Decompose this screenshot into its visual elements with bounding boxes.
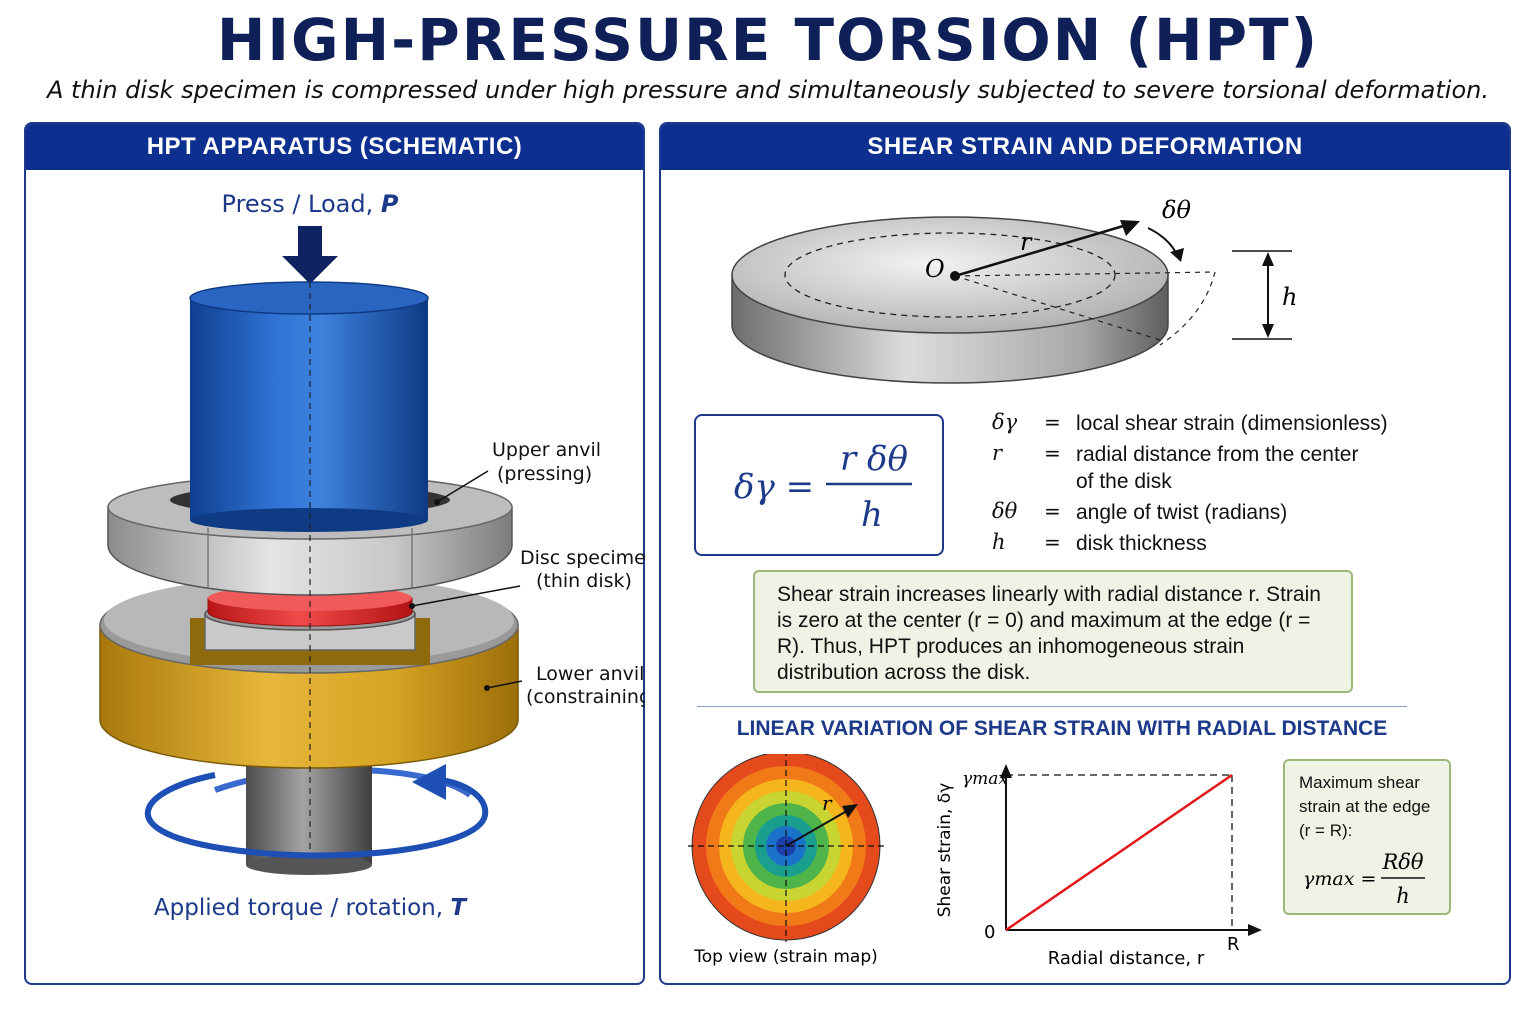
legend-definition: radial distance from the center of the d…: [1076, 443, 1359, 493]
section-divider: [697, 706, 1407, 707]
legend-symbol: δγ: [992, 410, 1018, 434]
legend-symbol: r: [992, 441, 1003, 465]
strain-note: Shear strain increases linearly with rad…: [753, 570, 1353, 693]
disc-specimen-label: Disc specimen (thin disk): [520, 547, 645, 592]
legend-equals: =: [1044, 441, 1061, 465]
origin-tick-label: 0: [984, 922, 995, 943]
max-formula-denominator: h: [1396, 884, 1410, 908]
rotation-arrow-icon: [145, 772, 489, 859]
legend-definition: disk thickness: [1076, 532, 1207, 555]
upper-anvil-label: Upper anvil (pressing): [492, 439, 607, 485]
thickness-label: h: [1282, 283, 1297, 311]
legend-equals: =: [1044, 410, 1061, 434]
formula-lhs: δγ =: [734, 467, 814, 507]
max-box-line: (r = R):: [1299, 821, 1353, 840]
formula-numerator: r δθ: [840, 439, 908, 479]
legend-equals: =: [1044, 530, 1061, 554]
shear-strain-panel-header: SHEAR STRAIN AND DEFORMATION: [661, 124, 1509, 170]
max-box-line: Maximum shear: [1299, 773, 1420, 792]
load-arrow-icon: [282, 226, 338, 284]
legend-symbol: h: [992, 530, 1006, 554]
strain-map: r Top view (strain map): [688, 754, 884, 967]
formula-denominator: h: [861, 495, 883, 535]
strain-line: [1005, 773, 1233, 932]
shear-strain-formula: δγ = r δθ h: [694, 414, 944, 556]
legend-definition: angle of twist (radians): [1076, 501, 1288, 524]
legend-definition: local shear strain (dimensionless): [1076, 412, 1388, 435]
max-formula-numerator: Rδθ: [1381, 850, 1423, 874]
strain-map-radius-label: r: [822, 791, 833, 815]
section-title: LINEAR VARIATION OF SHEAR STRAIN WITH RA…: [736, 717, 1388, 740]
strain-map-caption: Top view (strain map): [693, 947, 878, 967]
max-strain-box: Maximum shear strain at the edge (r = R)…: [1283, 759, 1451, 915]
lower-anvil-label: Lower anvil (constraining): [526, 663, 645, 708]
x-end-label: R: [1227, 934, 1240, 955]
apparatus-panel-header: HPT APPARATUS (SCHEMATIC): [26, 124, 643, 170]
legend-symbol: δθ: [992, 499, 1018, 523]
radius-label: r: [1020, 228, 1033, 256]
rotation-arrowhead-icon: [412, 764, 446, 800]
max-formula-lhs: γmax =: [1303, 868, 1376, 890]
strain-plot: γmax 0 R Radial distance, r Shear strain…: [935, 764, 1262, 969]
twist-label: δθ: [1162, 196, 1191, 224]
x-axis-label: Radial distance, r: [1048, 948, 1205, 969]
torque-label: Applied torque / rotation, T: [154, 895, 468, 921]
upper-anvil: [189, 281, 429, 532]
page-subtitle: A thin disk specimen is compressed under…: [46, 76, 1489, 104]
y-max-label: γmax: [962, 769, 1008, 789]
y-axis-label: Shear strain, δγ: [935, 783, 955, 918]
apparatus-schematic: Press / Load, P: [99, 190, 645, 921]
disk-diagram: O r δθ h: [731, 196, 1297, 384]
max-box-line: strain at the edge: [1299, 797, 1431, 816]
page-title: HIGH-PRESSURE TORSION (HPT): [216, 6, 1320, 74]
legend-equals: =: [1044, 499, 1061, 523]
origin-label: O: [925, 255, 945, 283]
load-label: Press / Load, P: [222, 190, 399, 218]
